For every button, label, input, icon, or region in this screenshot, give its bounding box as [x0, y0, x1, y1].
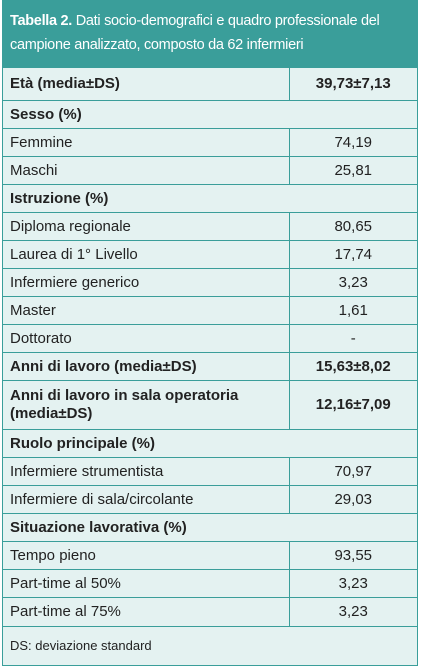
row-value: 80,65 [288, 212, 417, 241]
table-row: Infermiere generico 3,23 [3, 268, 417, 297]
table-note: DS: deviazione standard [3, 625, 417, 665]
row-value: 3,23 [288, 597, 417, 626]
table-row: Maschi 25,81 [3, 156, 417, 185]
row-value: 93,55 [288, 541, 417, 570]
row-value: 39,73±7,13 [288, 67, 417, 101]
data-table: Età (media±DS) 39,73±7,13 Sesso (%) Femmine… [3, 67, 417, 626]
table-row: Anni di lavoro (media±DS) 15,63±8,02 [3, 352, 417, 381]
row-label: Laurea di 1° Livello [3, 240, 289, 269]
row-label: Anni di lavoro in sala operatoria (media… [3, 380, 289, 430]
table-label: Tabella 2. [10, 13, 73, 29]
row-label: Ruolo principale (%) [3, 429, 417, 458]
table-row: Part-time al 50% 3,23 [3, 569, 417, 598]
table-row: Tempo pieno 93,55 [3, 541, 417, 570]
row-value: 29,03 [288, 485, 417, 514]
row-label: Anni di lavoro (media±DS) [3, 352, 289, 381]
row-label: Femmine [3, 128, 289, 157]
table-row: Master 1,61 [3, 296, 417, 325]
row-label: Sesso (%) [3, 100, 417, 129]
table-row: Situazione lavorativa (%) [3, 513, 417, 542]
table-row: Femmine 74,19 [3, 128, 417, 157]
row-label: Situazione lavorativa (%) [3, 513, 417, 542]
row-label: Infermiere strumentista [3, 457, 289, 486]
row-value: 3,23 [288, 268, 417, 297]
table-row: Diploma regionale 80,65 [3, 212, 417, 241]
row-label: Part-time al 75% [3, 597, 289, 626]
table-title: Dati socio-demografici e quadro professi… [10, 13, 380, 53]
table-row: Ruolo principale (%) [3, 429, 417, 458]
table-row: Laurea di 1° Livello 17,74 [3, 240, 417, 269]
table-row: Infermiere di sala/circolante 29,03 [3, 485, 417, 514]
table-row: Istruzione (%) [3, 184, 417, 213]
table-row: Età (media±DS) 39,73±7,13 [3, 67, 417, 101]
row-label: Infermiere generico [3, 268, 289, 297]
table-header: Tabella 2. Dati socio-demografici e quad… [3, 1, 417, 67]
row-label: Istruzione (%) [3, 184, 417, 213]
table-row: Anni di lavoro in sala operatoria (media… [3, 380, 417, 430]
table-row: Part-time al 75% 3,23 [3, 597, 417, 626]
row-value: 15,63±8,02 [288, 352, 417, 381]
row-label: Infermiere di sala/circolante [3, 485, 289, 514]
row-value: 3,23 [288, 569, 417, 598]
row-label: Diploma regionale [3, 212, 289, 241]
row-label: Master [3, 296, 289, 325]
row-label: Età (media±DS) [3, 67, 289, 101]
table-row: Sesso (%) [3, 100, 417, 129]
row-value: 74,19 [288, 128, 417, 157]
row-label: Tempo pieno [3, 541, 289, 570]
row-label: Maschi [3, 156, 289, 185]
row-value: - [288, 324, 417, 353]
row-value: 25,81 [288, 156, 417, 185]
row-value: 1,61 [288, 296, 417, 325]
row-value: 70,97 [288, 457, 417, 486]
table-row: Infermiere strumentista 70,97 [3, 457, 417, 486]
row-value: 17,74 [288, 240, 417, 269]
row-label: Part-time al 50% [3, 569, 289, 598]
table-row: Dottorato - [3, 324, 417, 353]
row-label: Dottorato [3, 324, 289, 353]
row-value: 12,16±7,09 [288, 380, 417, 430]
